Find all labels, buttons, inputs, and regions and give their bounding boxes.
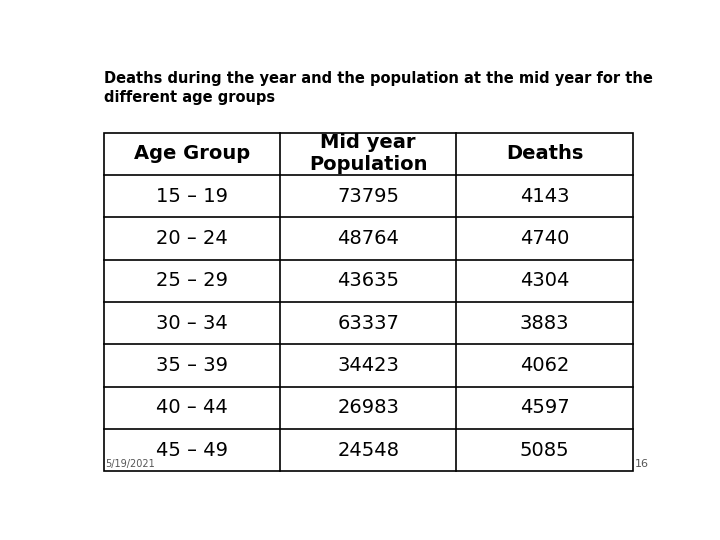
Text: 4597: 4597 [520,399,570,417]
Text: 4740: 4740 [520,229,570,248]
Text: 4143: 4143 [520,187,570,206]
Text: 25 – 29: 25 – 29 [156,271,228,291]
Text: 15 – 19: 15 – 19 [156,187,228,206]
Text: 5/19/2021: 5/19/2021 [106,459,156,469]
Text: 26983: 26983 [337,399,399,417]
Text: 34423: 34423 [337,356,399,375]
Text: Mid year
Population: Mid year Population [309,133,428,174]
Text: 48764: 48764 [337,229,399,248]
Text: 5085: 5085 [520,441,570,460]
Text: 16: 16 [635,459,649,469]
Text: 73795: 73795 [337,187,399,206]
Text: 35 – 39: 35 – 39 [156,356,228,375]
Text: 45 – 49: 45 – 49 [156,441,228,460]
Text: 63337: 63337 [337,314,399,333]
Text: 43635: 43635 [337,271,399,291]
Text: 3883: 3883 [520,314,570,333]
Text: 4062: 4062 [520,356,570,375]
Text: 30 – 34: 30 – 34 [156,314,228,333]
Text: Deaths: Deaths [506,144,583,163]
Text: Deaths during the year and the population at the mid year for the
different age : Deaths during the year and the populatio… [104,71,653,105]
Text: Age Group: Age Group [134,144,250,163]
Text: 20 – 24: 20 – 24 [156,229,228,248]
Text: 24548: 24548 [337,441,399,460]
Text: 4304: 4304 [520,271,570,291]
Text: 40 – 44: 40 – 44 [156,399,228,417]
